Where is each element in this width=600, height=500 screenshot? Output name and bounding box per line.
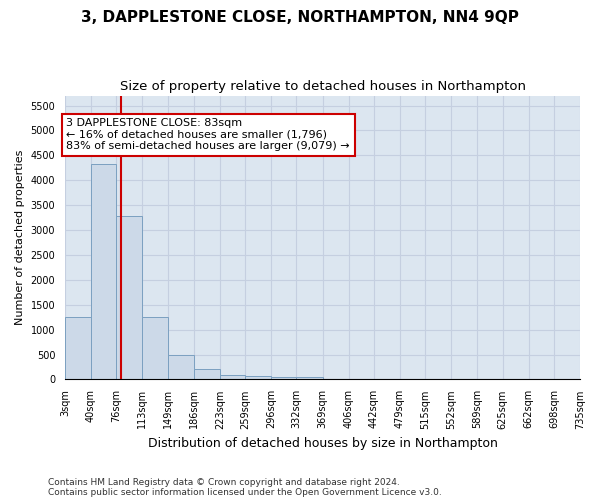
- Bar: [142, 317, 168, 380]
- Bar: [271, 376, 296, 380]
- Bar: [65, 317, 91, 380]
- Title: Size of property relative to detached houses in Northampton: Size of property relative to detached ho…: [119, 80, 526, 93]
- Bar: [194, 368, 220, 380]
- Text: Contains HM Land Registry data © Crown copyright and database right 2024.
Contai: Contains HM Land Registry data © Crown c…: [48, 478, 442, 497]
- Text: 3 DAPPLESTONE CLOSE: 83sqm
← 16% of detached houses are smaller (1,796)
83% of s: 3 DAPPLESTONE CLOSE: 83sqm ← 16% of deta…: [67, 118, 350, 151]
- Text: 3, DAPPLESTONE CLOSE, NORTHAMPTON, NN4 9QP: 3, DAPPLESTONE CLOSE, NORTHAMPTON, NN4 9…: [81, 10, 519, 25]
- Bar: [245, 376, 271, 380]
- Bar: [296, 376, 323, 380]
- Bar: [220, 375, 245, 380]
- Bar: [116, 216, 142, 380]
- Y-axis label: Number of detached properties: Number of detached properties: [15, 150, 25, 325]
- Bar: [91, 164, 116, 380]
- Bar: [168, 355, 194, 380]
- X-axis label: Distribution of detached houses by size in Northampton: Distribution of detached houses by size …: [148, 437, 497, 450]
